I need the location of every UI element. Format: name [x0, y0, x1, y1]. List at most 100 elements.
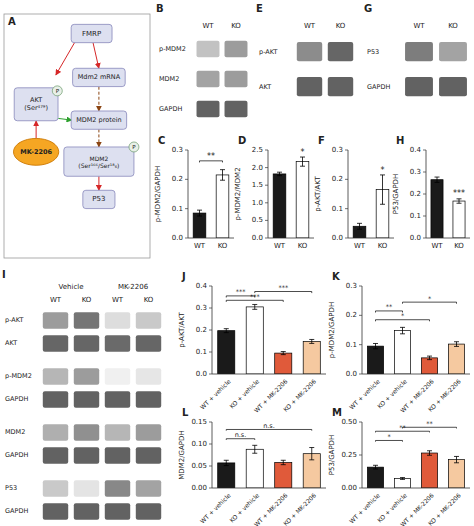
- significance-label: *: [387, 433, 391, 441]
- pathway-diagram: FMRPMdm2 mRNAMDM2 proteinAKT(Ser⁴⁷⁹)PMDM…: [4, 14, 150, 258]
- significance-label: *: [301, 148, 305, 157]
- row-label: AKT: [259, 83, 271, 91]
- pathway-node: [71, 24, 112, 42]
- blot-band: [136, 447, 161, 464]
- y-axis-label: p-MDM2/GAPDH: [154, 166, 162, 222]
- blot-band: [105, 447, 130, 464]
- blot-band: [43, 480, 68, 497]
- phospho-mark: [129, 142, 139, 152]
- x-axis-line: [212, 374, 326, 375]
- label-line: AKT: [30, 96, 42, 104]
- node-label: FMRP: [82, 30, 101, 38]
- y-tick-label: 0.50: [341, 418, 357, 426]
- figure: FMRPMdm2 mRNAMDM2 proteinAKT(Ser⁴⁷⁹)PMDM…: [0, 0, 474, 526]
- panel-label: L: [182, 407, 189, 418]
- x-axis-line: [362, 374, 470, 375]
- y-tick: [209, 374, 212, 375]
- y-tick-label: 0.00: [191, 484, 207, 492]
- y-tick: [345, 179, 348, 180]
- node-label: MDM2 protein: [76, 116, 122, 124]
- blot-band: [136, 391, 161, 408]
- y-tick-label: 0.3: [332, 146, 343, 154]
- marks: [353, 175, 389, 238]
- row-label: p-AKT: [5, 316, 24, 324]
- bar: [246, 449, 263, 488]
- blot-band: [43, 424, 68, 441]
- x-tick-label: KO: [454, 242, 464, 250]
- panel-label: B: [156, 3, 164, 14]
- y-tick: [265, 220, 268, 221]
- node-label: MK-2206: [20, 148, 52, 156]
- blot-band: [43, 447, 68, 464]
- y-axis-label: P53/GAPDH: [392, 174, 400, 215]
- lane-label: WT: [304, 22, 316, 30]
- error-bar: [281, 352, 286, 355]
- y-tick-label: 0.0: [332, 234, 343, 242]
- significance-label: *: [428, 295, 432, 303]
- y-tick: [345, 238, 348, 239]
- significance-label: **: [399, 424, 406, 432]
- row-label: p-MDM2: [5, 372, 32, 380]
- pathway-arrow: [58, 118, 72, 120]
- significance-label: **: [426, 420, 433, 428]
- y-axis-label: p-AKT/AKT: [178, 312, 186, 348]
- row-label: MDM2: [5, 428, 25, 436]
- row-label: P53: [5, 484, 17, 492]
- pathway-arrow: [98, 87, 99, 111]
- significance-label: ***: [250, 293, 261, 301]
- panel-label: M: [332, 407, 342, 418]
- error-bar: [454, 342, 459, 347]
- x-tick-label: KO + MK-2206: [427, 491, 463, 526]
- error-bar: [400, 478, 405, 480]
- phospho-label: P: [56, 88, 60, 94]
- y-tick-label: 0.3: [410, 168, 421, 176]
- y-tick: [359, 455, 362, 456]
- bar: [303, 341, 320, 374]
- bar-panel: 0.00.10.20.3WT + vehicleKO + vehicleWT +…: [328, 271, 470, 414]
- blot-band: [405, 42, 433, 61]
- inhibitor-node: [13, 138, 58, 165]
- group-header: MK-2206: [118, 283, 149, 291]
- y-tick: [359, 488, 362, 489]
- y-axis-line: [268, 150, 269, 238]
- y-tick: [423, 150, 426, 151]
- blot-band: [105, 503, 130, 520]
- bar-panel: 0.00.10.20.3WTKOp-MDM2/GAPDHC**: [154, 135, 234, 250]
- error-bar: [224, 460, 229, 465]
- western-blot: EWTKOp-AKTAKT: [256, 3, 353, 96]
- marks: [431, 177, 465, 238]
- lane-label: KO: [82, 296, 92, 304]
- y-tick-label: 0.0: [196, 370, 207, 378]
- y-tick: [359, 422, 362, 423]
- significance-label: n.s.: [235, 431, 247, 439]
- y-tick: [265, 185, 268, 186]
- x-tick-label: KO: [378, 242, 388, 250]
- y-tick-label: 1.5: [252, 181, 263, 189]
- y-tick: [265, 167, 268, 168]
- significance-label: ***: [278, 284, 289, 292]
- marks: [273, 157, 309, 238]
- y-tick: [345, 150, 348, 151]
- blot-band: [439, 42, 467, 61]
- x-tick-label: KO + MK-2206: [282, 377, 318, 413]
- pathway-arrow: [93, 43, 99, 69]
- y-tick-label: 0.1: [410, 212, 421, 220]
- y-tick-label: 0.0: [346, 370, 357, 378]
- x-tick-label: KO: [218, 242, 228, 250]
- y-tick-label: 0.2: [172, 175, 183, 183]
- bar: [421, 453, 437, 488]
- y-tick: [359, 344, 362, 345]
- blot-band: [74, 480, 99, 497]
- y-axis-label: p-MDM2/MDM2: [234, 167, 242, 220]
- y-tick-label: 0.2: [196, 326, 207, 334]
- y-tick-label: 0.05: [191, 462, 207, 470]
- y-axis-label: p-MDM2/GAPDH: [328, 302, 336, 358]
- blot-band: [105, 312, 130, 329]
- bar-panel: 0.00.51.01.52.02.5WTKOp-MDM2/MDM2D*: [234, 135, 314, 250]
- panel-label: G: [364, 3, 372, 14]
- y-tick-label: 0.4: [196, 282, 208, 290]
- error-bar: [197, 210, 202, 216]
- bar: [367, 467, 383, 488]
- bar: [218, 331, 235, 374]
- row-label: MDM2: [159, 75, 179, 83]
